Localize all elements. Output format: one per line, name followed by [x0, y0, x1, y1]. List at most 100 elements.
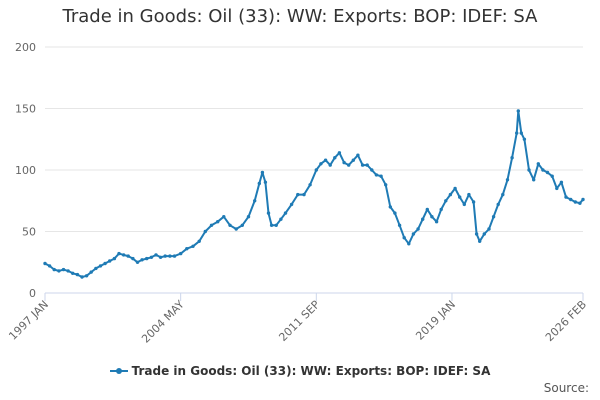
data-point: [448, 192, 453, 197]
data-point: [283, 211, 288, 215]
data-point: [397, 223, 402, 227]
data-point: [536, 162, 540, 166]
data-point: [541, 168, 545, 172]
data-point: [269, 223, 274, 227]
data-point: [393, 211, 397, 215]
data-point: [501, 192, 505, 197]
data-point: [421, 217, 425, 221]
data-point: [467, 192, 471, 197]
data-point: [496, 202, 500, 207]
data-point: [510, 156, 514, 160]
data-point: [491, 215, 496, 219]
data-point: [379, 174, 383, 178]
data-point: [75, 272, 80, 277]
data-point: [228, 223, 232, 227]
chart-title: Trade in Goods: Oil (33): WW: Exports: B…: [62, 6, 538, 27]
data-point: [103, 261, 107, 266]
data-point: [266, 211, 271, 215]
data-point: [471, 200, 476, 204]
y-tick-label: 200: [15, 41, 36, 54]
data-point: [179, 251, 183, 256]
data-point: [257, 181, 261, 186]
data-point: [545, 170, 550, 175]
data-point: [47, 264, 52, 268]
data-point: [131, 256, 135, 261]
data-point: [388, 205, 392, 209]
data-point: [302, 192, 306, 197]
data-point: [360, 163, 365, 167]
data-point: [209, 223, 214, 227]
data-point: [222, 215, 226, 219]
data-point: [296, 192, 300, 197]
data-point: [474, 232, 479, 236]
data-point: [279, 217, 283, 221]
y-tick-label: 150: [15, 103, 36, 116]
data-point: [168, 254, 172, 258]
data-point: [407, 242, 411, 246]
legend-label: Trade in Goods: Oil (33): WW: Exports: B…: [131, 364, 491, 378]
data-point: [98, 264, 103, 268]
data-point: [532, 178, 536, 182]
data-point: [444, 199, 448, 203]
data-point: [522, 137, 527, 141]
data-point: [347, 163, 351, 167]
data-point: [203, 229, 207, 234]
data-point: [505, 178, 510, 182]
data-point: [516, 109, 520, 113]
data-point: [555, 186, 559, 191]
data-point: [246, 215, 251, 219]
data-point: [462, 202, 466, 207]
data-point: [314, 168, 318, 172]
data-point: [80, 275, 84, 279]
x-tick-label: 2019 JAN: [413, 298, 458, 343]
legend-line-marker-icon: [109, 366, 128, 376]
data-point: [89, 270, 93, 274]
data-point: [121, 253, 126, 257]
y-tick-label: 50: [22, 226, 36, 239]
data-point: [559, 180, 564, 184]
data-point: [172, 254, 177, 258]
data-point: [185, 247, 189, 251]
data-point: [158, 255, 163, 259]
data-point: [581, 197, 585, 202]
data-point: [240, 223, 244, 227]
data-point: [365, 163, 369, 167]
data-point: [425, 207, 429, 212]
source-label: Source:: [543, 381, 589, 395]
data-point: [145, 256, 149, 261]
data-point: [487, 227, 491, 231]
data-point: [154, 253, 158, 257]
x-tick-label: 2026 FEB: [543, 298, 589, 344]
series-layer: [43, 109, 585, 279]
data-point: [482, 232, 486, 236]
data-point: [478, 239, 482, 243]
data-point: [564, 195, 568, 199]
data-point: [384, 183, 388, 187]
data-point: [197, 239, 201, 243]
data-point: [453, 186, 457, 191]
data-point: [117, 251, 121, 256]
data-point: [333, 156, 337, 160]
data-point: [337, 151, 342, 155]
data-point: [439, 207, 443, 212]
data-point: [351, 158, 355, 162]
data-point: [515, 131, 519, 135]
data-point: [274, 223, 278, 227]
data-point: [323, 158, 328, 162]
legend: Trade in Goods: Oil (33): WW: Exports: B…: [0, 364, 600, 379]
y-tick-label: 100: [15, 164, 36, 177]
gridlines: [45, 46, 583, 232]
x-tick-label: 2004 MAY: [139, 298, 187, 346]
data-point: [263, 180, 268, 184]
data-point: [458, 195, 462, 199]
data-point: [573, 200, 577, 204]
legend-item[interactable]: Trade in Goods: Oil (33): WW: Exports: B…: [109, 364, 491, 378]
data-point: [43, 261, 47, 266]
data-point: [519, 131, 523, 135]
data-point: [163, 254, 167, 258]
data-point: [84, 274, 89, 278]
data-point: [569, 197, 573, 202]
data-point: [61, 267, 66, 272]
x-tick-label: 1997 JAN: [6, 298, 51, 343]
